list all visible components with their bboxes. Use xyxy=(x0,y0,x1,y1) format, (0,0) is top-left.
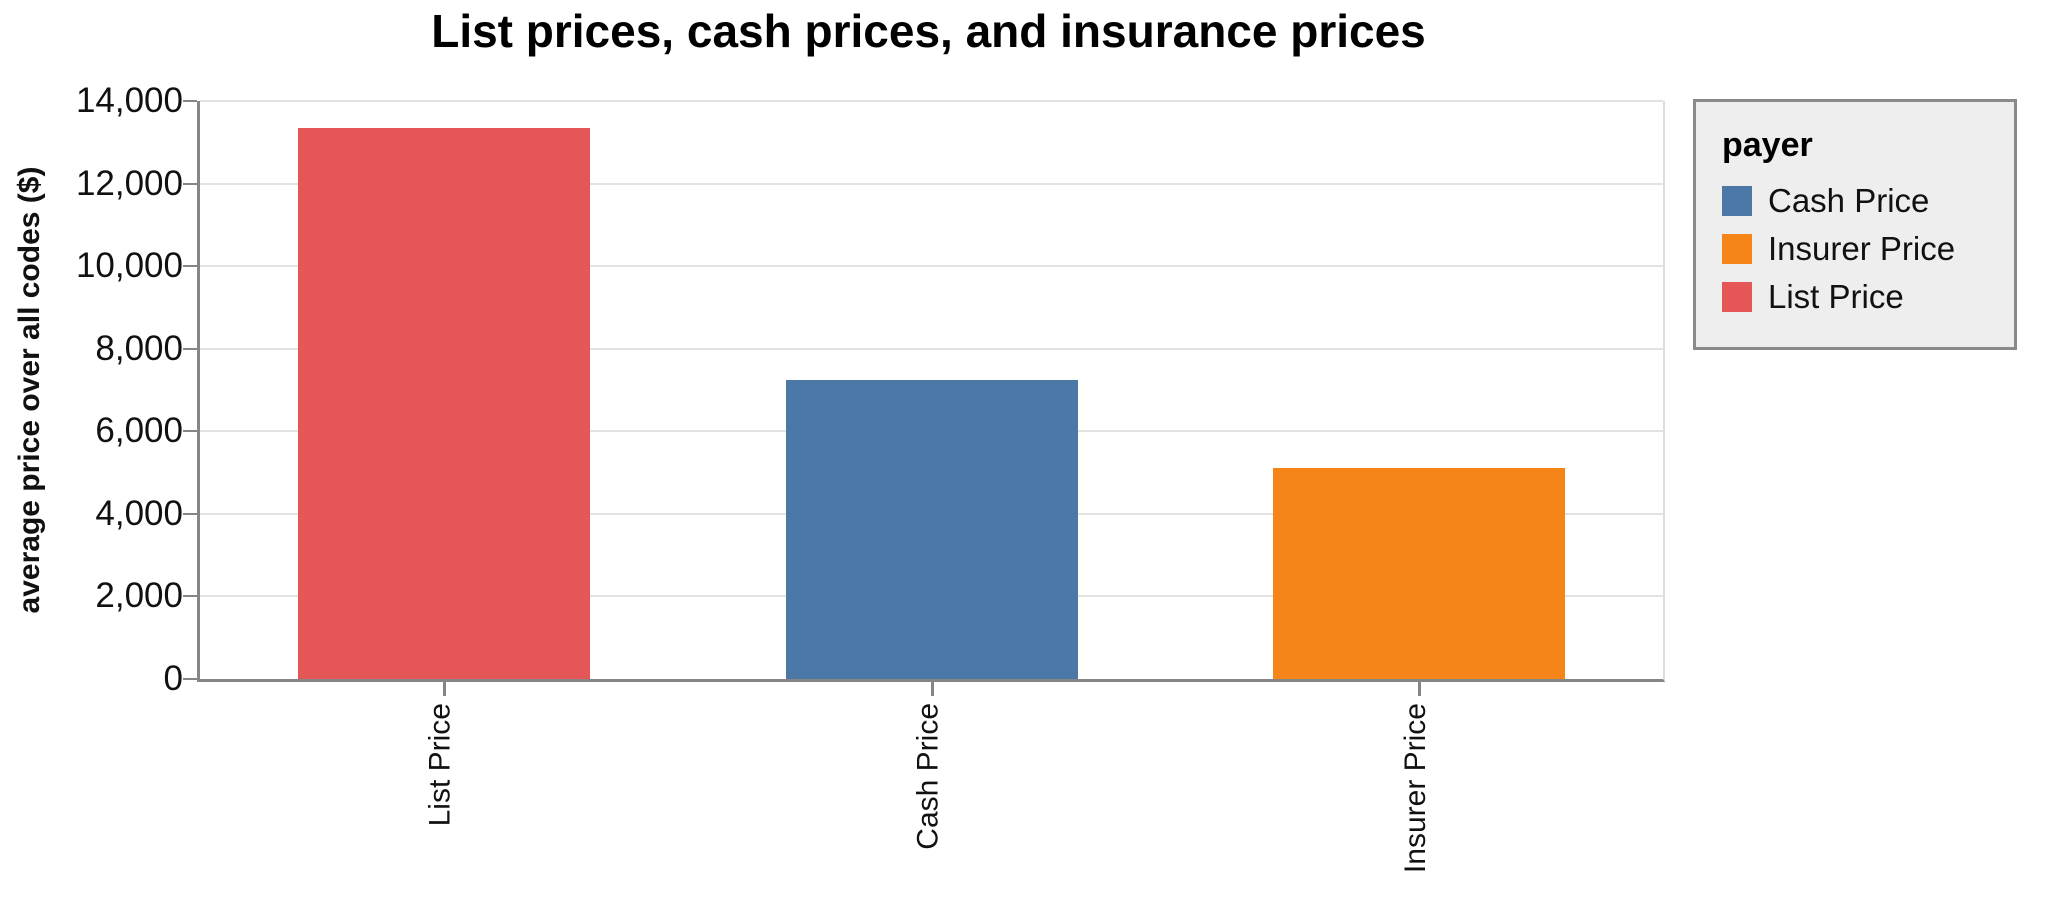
gridline-8000 xyxy=(200,347,1663,350)
gridline-14000 xyxy=(200,100,1663,102)
legend-label: Insurer Price xyxy=(1768,230,1956,267)
legend-swatch-list-price xyxy=(1722,282,1752,312)
y-axis-tick-label: 6,000 xyxy=(95,411,183,451)
y-axis-tick-label: 8,000 xyxy=(95,328,183,368)
legend-entry-cash-price: Cash Price xyxy=(1722,177,1994,225)
y-axis-tick xyxy=(183,347,197,350)
y-axis-tick-labels: 0 2,000 4,000 6,000 8,000 10,000 12,000 14,000 xyxy=(0,83,183,697)
bar-cash-price xyxy=(785,379,1078,679)
x-axis-tick-label-cash-price: Cash Price xyxy=(911,703,945,850)
y-axis-tick-label: 10,000 xyxy=(75,246,183,286)
legend-entry-list-price: List Price xyxy=(1722,273,1994,321)
y-axis-tick xyxy=(183,265,197,268)
x-axis-tick xyxy=(442,682,446,696)
y-axis-tick xyxy=(183,430,197,433)
bar-list-price xyxy=(297,127,590,679)
y-axis-tick xyxy=(183,512,197,515)
y-axis-tick xyxy=(183,678,197,680)
legend-entries: Cash Price Insurer Price List Price xyxy=(1722,177,1994,321)
x-axis-tick xyxy=(1418,682,1422,696)
x-axis-tick-label-insurer-price: Insurer Price xyxy=(1399,703,1433,874)
y-axis-tick xyxy=(183,182,197,185)
gridline-10000 xyxy=(200,265,1663,268)
legend: payer Cash Price Insurer Price List Price xyxy=(1693,99,2017,350)
y-axis-tick-label: 4,000 xyxy=(95,493,183,533)
gridline-12000 xyxy=(200,182,1663,185)
x-axis-tick xyxy=(930,682,934,696)
legend-label: Cash Price xyxy=(1768,182,1930,219)
y-axis-tick-label: 12,000 xyxy=(75,163,183,203)
y-axis-tick xyxy=(183,595,197,598)
legend-entry-insurer-price: Insurer Price xyxy=(1722,225,1994,273)
y-axis-tick-label: 14,000 xyxy=(75,81,183,120)
y-axis-tick-label: 0 xyxy=(163,659,183,698)
y-axis-tick xyxy=(183,100,197,102)
x-axis-tick-label-list-price: List Price xyxy=(423,703,457,827)
legend-title: payer xyxy=(1722,126,1813,164)
legend-swatch-insurer-price xyxy=(1722,234,1752,264)
chart-title: List prices, cash prices, and insurance … xyxy=(431,5,1426,57)
plot-area xyxy=(183,100,1665,696)
bar-insurer-price xyxy=(1273,468,1566,679)
legend-swatch-cash-price xyxy=(1722,186,1752,216)
y-axis-tick-label: 2,000 xyxy=(95,576,183,616)
legend-label: List Price xyxy=(1768,278,1904,315)
